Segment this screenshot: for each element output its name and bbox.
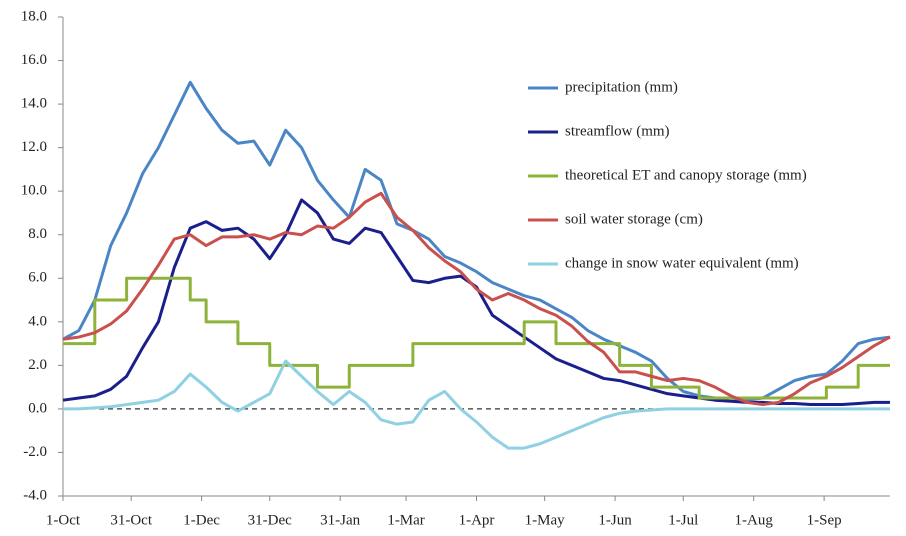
x-tick-label: 1-Oct [46,512,81,528]
y-tick-label: 6.0 [28,270,47,286]
x-tick-label: 1-Mar [387,512,425,528]
y-tick-label: 4.0 [28,313,47,329]
y-tick-label: 8.0 [28,226,47,242]
legend-label: soil water storage (cm) [565,211,703,227]
y-tick-label: -4.0 [23,487,47,503]
y-tick-label: 12.0 [21,139,47,155]
x-tick-label: 1-Dec [183,512,220,528]
series-line [63,276,890,400]
x-tick-label: 1-Jun [598,512,632,528]
y-tick-label: 14.0 [21,96,47,112]
legend-label: streamflow (mm) [565,123,670,139]
y-tick-label: 16.0 [21,52,47,68]
legend-label: theoretical ET and canopy storage (mm) [565,167,807,183]
legend-label: precipitation (mm) [565,79,678,95]
y-tick-label: 18.0 [21,8,47,24]
x-tick-label: 1-Aug [735,512,774,528]
y-tick-label: -2.0 [23,444,47,460]
x-tick-label: 1-Apr [459,512,495,528]
y-tick-label: 0.0 [28,400,47,416]
x-tick-label: 31-Dec [248,512,292,528]
x-tick-label: 31-Jan [320,512,360,528]
y-tick-label: 10.0 [21,183,47,199]
series-line [62,80,891,402]
legend-label: change in snow water equivalent (mm) [565,255,799,271]
x-tick-label: 1-Jul [668,512,698,528]
x-tick-label: 1-May [525,512,565,528]
y-tick-label: 2.0 [28,357,47,373]
series-line [62,198,890,407]
x-tick-label: 31-Oct [110,512,152,528]
series-line [62,191,891,407]
series-line [63,359,890,450]
x-tick-label: 1-Sep [807,512,842,528]
